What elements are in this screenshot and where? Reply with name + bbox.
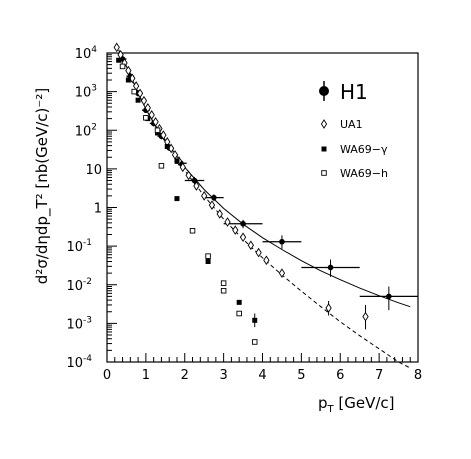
- legend-ua1-label: UA1: [340, 118, 363, 131]
- plot-frame: [106, 52, 419, 363]
- x-tick-label: 8: [414, 368, 422, 383]
- y-tick-label: 1: [94, 202, 102, 217]
- wa69-h-point: [158, 163, 165, 169]
- h1-point: [211, 194, 217, 201]
- y-tick-label: 103: [75, 84, 97, 101]
- y-tick-label: 104: [75, 45, 98, 62]
- wa69--point: [252, 317, 258, 323]
- y-tick-label: 10-3: [66, 315, 92, 332]
- ua1-point: [263, 255, 270, 266]
- x-axis-label: pT [GeV/c]: [318, 394, 395, 415]
- ua1-point: [232, 225, 239, 235]
- h1-point: [279, 238, 285, 245]
- wa69-h-point: [189, 228, 196, 234]
- ua1-point: [247, 240, 254, 251]
- legend-wa69--marker: [321, 146, 327, 152]
- x-tick-label: 7: [375, 368, 383, 383]
- x-axis-label-tail: [GeV/c]: [334, 394, 395, 412]
- ua1-point: [278, 268, 286, 278]
- data-markers: [113, 42, 418, 345]
- ua1-point: [144, 103, 151, 113]
- ua1-point: [171, 150, 179, 160]
- h1-point: [327, 264, 334, 271]
- y-tick-label: 10-2: [66, 277, 92, 294]
- ua1-point: [216, 209, 223, 219]
- ua1-point: [129, 73, 136, 84]
- ua1-point: [152, 117, 159, 127]
- ua1-point: [255, 247, 262, 258]
- wa69-h-point: [154, 127, 161, 133]
- wa69--point: [125, 77, 131, 83]
- legend-h1-label: H1: [340, 80, 368, 104]
- wa69--point: [236, 299, 242, 305]
- x-tick-label: 5: [297, 368, 305, 383]
- wa69--point: [135, 97, 141, 103]
- wa69--point: [164, 143, 170, 149]
- y-tick-label: 10-4: [66, 354, 92, 371]
- wa69-h-point: [205, 253, 211, 259]
- ua1-point: [208, 200, 216, 210]
- wa69--point: [116, 57, 122, 63]
- wa69-h-point: [251, 339, 258, 345]
- y-tick-label: 102: [75, 122, 97, 139]
- wa69-h-point: [131, 88, 137, 95]
- x-axis-label-sub: T: [327, 404, 335, 415]
- x-tick-label: 2: [181, 368, 189, 383]
- wa69--point: [174, 158, 180, 164]
- legend-wa69-h-marker: [321, 170, 327, 176]
- h1-point: [386, 293, 392, 300]
- ua1-point: [185, 170, 192, 181]
- x-tick-label: 3: [219, 368, 227, 383]
- ua1-point: [136, 88, 144, 99]
- wa69-h-point: [143, 115, 149, 121]
- ua1-point: [160, 130, 167, 140]
- h1-point: [240, 220, 246, 227]
- legend-ua1-marker: [320, 119, 328, 129]
- y-tick-label: 10: [85, 163, 102, 178]
- ua1-point: [325, 303, 332, 313]
- y-axis-label: d²σ/dηdp_T² [nb(GeV/c)⁻²]: [33, 88, 52, 284]
- ua1-point: [148, 110, 155, 120]
- x-axis-label-main: p: [318, 394, 328, 412]
- x-axis-ticks: 0 1 2 3 4 5 6 7 8: [103, 353, 422, 383]
- h1-point: [191, 177, 198, 184]
- ua1-point: [224, 217, 231, 227]
- wa69-h-point: [220, 287, 227, 294]
- ua1-point: [362, 311, 369, 322]
- ua1-point: [239, 232, 247, 243]
- ua1-point: [125, 65, 132, 76]
- ua1-point: [179, 162, 186, 173]
- legend: H1 UA1 WA69−γ WA69−h: [319, 80, 388, 180]
- wa69-h-point: [220, 280, 227, 286]
- x-tick-label: 6: [336, 368, 344, 383]
- ua1-point: [140, 95, 148, 106]
- wa69-h-point: [119, 63, 126, 70]
- ua1-point: [201, 191, 208, 201]
- x-tick-label: 0: [103, 368, 111, 383]
- legend-wa69-h-label: WA69−h: [340, 167, 388, 180]
- legend-h1-marker: [319, 86, 329, 96]
- wa69-h-point: [236, 310, 242, 317]
- wa69--point: [205, 258, 211, 264]
- ua1-point: [193, 181, 200, 191]
- y-tick-label: 10-1: [66, 238, 92, 255]
- legend-wa69--label: WA69−γ: [340, 143, 388, 156]
- x-tick-label: 4: [258, 368, 266, 383]
- plot-area-border: [106, 52, 419, 363]
- ua1-point: [113, 42, 120, 53]
- x-tick-label: 1: [142, 368, 150, 383]
- wa69--point: [174, 196, 180, 202]
